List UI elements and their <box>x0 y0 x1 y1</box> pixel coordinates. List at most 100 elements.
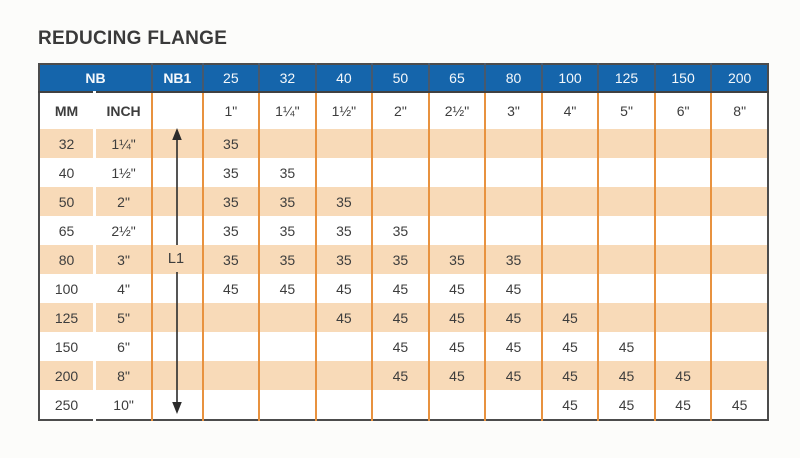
table-row-250: 250 10" 45 45 45 45 <box>39 390 768 420</box>
value-cell <box>314 361 373 390</box>
table-row-100: 100 4" 45 45 45 45 45 45 <box>39 274 768 303</box>
value-cell: 45 <box>427 303 486 332</box>
value-cell <box>484 187 542 216</box>
value-cell <box>201 303 260 332</box>
value-cell: 45 <box>540 390 599 420</box>
inch-size-1: 1" <box>201 92 260 129</box>
value-cell <box>427 158 486 187</box>
header-size-65: 65 <box>427 64 486 93</box>
value-cell <box>258 332 316 361</box>
value-cell <box>597 158 655 187</box>
value-cell <box>314 158 373 187</box>
value-cell: 35 <box>201 158 260 187</box>
catalog-page: REDUCING FLANGE NB NB1 25 32 40 50 65 80… <box>38 28 769 421</box>
value-cell: 35 <box>258 245 316 274</box>
dimension-table: NB NB1 25 32 40 50 65 80 100 125 150 200… <box>38 63 769 421</box>
value-cell: 45 <box>710 390 768 420</box>
value-cell <box>710 332 768 361</box>
subheader-row: MM INCH 1" 1¼" 1½" 2" 2½" 3" 4" 5" 6" 8" <box>39 92 768 129</box>
nb-inch-cell: 2" <box>93 187 153 216</box>
value-cell <box>653 216 712 245</box>
value-cell: 35 <box>201 187 260 216</box>
value-cell: 45 <box>484 303 542 332</box>
value-cell <box>710 361 768 390</box>
value-cell <box>653 245 712 274</box>
nb-inch-cell: 3" <box>93 245 153 274</box>
value-cell: 45 <box>314 274 373 303</box>
nb1-arrow-cell <box>151 129 203 158</box>
value-cell: 35 <box>427 245 486 274</box>
nb1-arrow-cell <box>151 332 203 361</box>
value-cell <box>653 303 712 332</box>
value-cell: 45 <box>653 390 712 420</box>
value-cell: 45 <box>427 274 486 303</box>
nb-mm-cell: 80 <box>39 245 95 274</box>
value-cell <box>484 158 542 187</box>
value-cell: 35 <box>484 245 542 274</box>
header-inch: INCH <box>93 92 153 129</box>
value-cell: 45 <box>484 274 542 303</box>
header-size-200: 200 <box>710 64 768 93</box>
value-cell: 35 <box>201 129 260 158</box>
nb-mm-cell: 40 <box>39 158 95 187</box>
value-cell <box>540 245 599 274</box>
header-mm: MM <box>39 92 95 129</box>
value-cell <box>597 245 655 274</box>
nb1-arrow-cell <box>151 361 203 390</box>
nb-mm-cell: 150 <box>39 332 95 361</box>
value-cell <box>484 216 542 245</box>
value-cell <box>201 390 260 420</box>
value-cell: 45 <box>540 361 599 390</box>
header-size-125: 125 <box>597 64 655 93</box>
nb-inch-cell: 6" <box>93 332 153 361</box>
value-cell: 35 <box>371 216 429 245</box>
inch-size-3: 3" <box>484 92 542 129</box>
table-row-50: 50 2" 35 35 35 <box>39 187 768 216</box>
table-row-80: 80 3" 35 35 35 35 35 35 <box>39 245 768 274</box>
value-cell: 35 <box>371 245 429 274</box>
value-cell: 45 <box>484 332 542 361</box>
value-cell <box>653 274 712 303</box>
header-nb: NB <box>39 64 153 93</box>
header-size-50: 50 <box>371 64 429 93</box>
header-size-150: 150 <box>653 64 712 93</box>
value-cell <box>597 303 655 332</box>
value-cell: 45 <box>258 274 316 303</box>
value-cell: 45 <box>484 361 542 390</box>
nb-inch-cell: 10" <box>93 390 153 420</box>
inch-size-2-1-2: 2½" <box>427 92 486 129</box>
value-cell <box>710 187 768 216</box>
inch-size-1-1-4: 1¼" <box>258 92 316 129</box>
nb1-arrow-cell <box>151 216 203 245</box>
nb-inch-cell: 4" <box>93 274 153 303</box>
nb1-spacer-cell <box>151 92 203 129</box>
nb1-arrow-cell <box>151 158 203 187</box>
header-row: NB NB1 25 32 40 50 65 80 100 125 150 200 <box>39 64 768 93</box>
value-cell: 45 <box>540 332 599 361</box>
header-nb1: NB1 <box>151 64 203 93</box>
value-cell: 45 <box>371 274 429 303</box>
value-cell: 35 <box>201 245 260 274</box>
value-cell <box>710 158 768 187</box>
header-size-100: 100 <box>540 64 599 93</box>
header-size-25: 25 <box>201 64 260 93</box>
value-cell <box>710 129 768 158</box>
nb-inch-cell: 5" <box>93 303 153 332</box>
value-cell <box>258 390 316 420</box>
value-cell: 45 <box>597 361 655 390</box>
value-cell <box>653 129 712 158</box>
header-size-40: 40 <box>314 64 373 93</box>
value-cell <box>427 129 486 158</box>
value-cell <box>484 129 542 158</box>
value-cell <box>710 274 768 303</box>
value-cell <box>540 129 599 158</box>
value-cell: 35 <box>314 245 373 274</box>
value-cell: 45 <box>371 332 429 361</box>
table-row-125: 125 5" 45 45 45 45 45 <box>39 303 768 332</box>
nb-mm-cell: 100 <box>39 274 95 303</box>
value-cell <box>653 158 712 187</box>
value-cell: 45 <box>653 361 712 390</box>
inch-size-8: 8" <box>710 92 768 129</box>
value-cell <box>201 361 260 390</box>
value-cell <box>427 187 486 216</box>
